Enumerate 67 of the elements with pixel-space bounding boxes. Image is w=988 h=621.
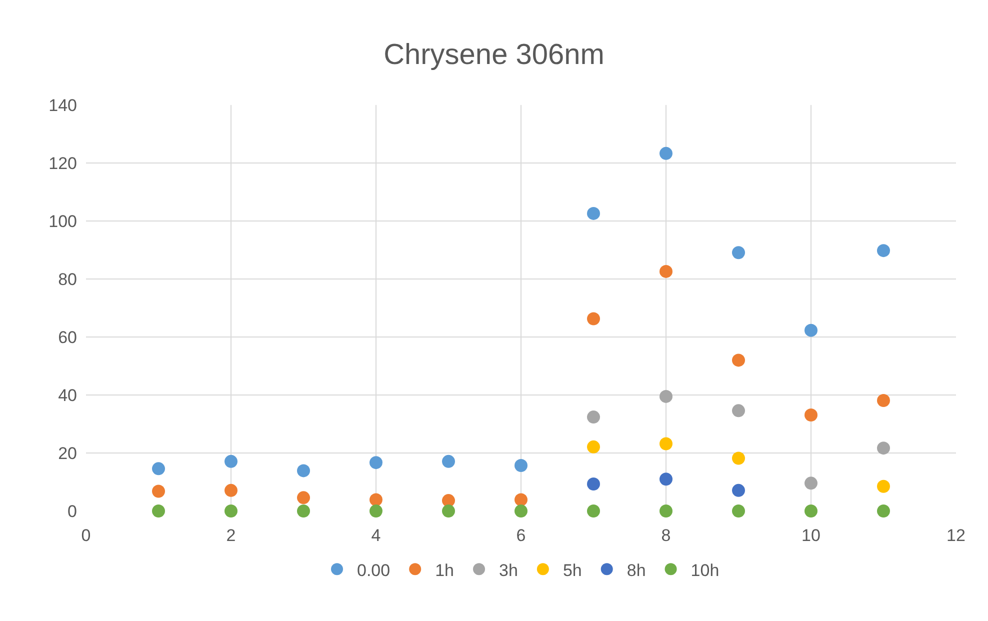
point xyxy=(660,146,672,160)
point xyxy=(297,504,310,518)
point xyxy=(660,504,672,518)
point xyxy=(514,504,528,518)
point xyxy=(152,504,165,518)
point xyxy=(804,324,818,337)
x-tick-label: 12 xyxy=(946,526,966,545)
point xyxy=(804,408,818,422)
point xyxy=(732,354,745,367)
point xyxy=(877,244,890,258)
point xyxy=(442,504,455,518)
y-tick-label: 80 xyxy=(58,270,77,289)
point xyxy=(152,484,165,498)
point xyxy=(804,504,818,518)
point xyxy=(732,504,745,518)
x-tick-label: 10 xyxy=(802,526,820,545)
x-tick-label: 4 xyxy=(371,526,381,545)
point xyxy=(877,504,890,518)
point xyxy=(660,472,672,486)
legend-label: 8h xyxy=(626,560,646,580)
point xyxy=(297,491,310,504)
point xyxy=(370,493,382,506)
point xyxy=(587,410,600,424)
y-tick-label: 60 xyxy=(58,328,77,347)
point xyxy=(370,504,382,518)
chart-title: Chrysene 306nm xyxy=(384,38,604,71)
point xyxy=(514,493,528,506)
point xyxy=(587,312,600,326)
point xyxy=(587,504,600,518)
x-tick-label: 0 xyxy=(81,526,91,545)
point xyxy=(587,206,600,220)
point xyxy=(732,452,745,465)
x-tick-label: 2 xyxy=(226,526,236,545)
x-tick-label: 8 xyxy=(661,526,671,545)
legend-label: 5h xyxy=(562,560,582,580)
point xyxy=(877,442,890,455)
point xyxy=(732,484,745,497)
point xyxy=(224,454,238,468)
point xyxy=(224,504,238,518)
x-tick-label: 6 xyxy=(516,526,526,545)
point xyxy=(660,264,672,278)
y-tick-label: 140 xyxy=(48,96,77,115)
legend-label: 0.00 xyxy=(357,560,390,580)
point xyxy=(804,476,818,490)
point xyxy=(732,246,745,260)
y-tick-label: 120 xyxy=(48,154,77,173)
point xyxy=(587,440,600,454)
point xyxy=(370,456,382,470)
point xyxy=(442,454,455,468)
point xyxy=(877,480,890,493)
point xyxy=(587,478,600,491)
point xyxy=(514,458,528,472)
point xyxy=(442,494,455,508)
point xyxy=(152,462,165,476)
point xyxy=(877,394,890,408)
legend-label: 10h xyxy=(690,560,720,580)
y-tick-label: 100 xyxy=(48,212,77,231)
legend-label: 3h xyxy=(499,560,518,580)
point xyxy=(297,464,310,478)
y-tick-label: 20 xyxy=(58,444,77,463)
point xyxy=(732,404,745,418)
y-tick-label: 40 xyxy=(58,386,77,405)
point xyxy=(224,484,238,497)
y-tick-label: 0 xyxy=(68,502,77,521)
legend-label: 1h xyxy=(435,560,454,580)
point xyxy=(660,390,672,403)
point xyxy=(660,437,672,450)
